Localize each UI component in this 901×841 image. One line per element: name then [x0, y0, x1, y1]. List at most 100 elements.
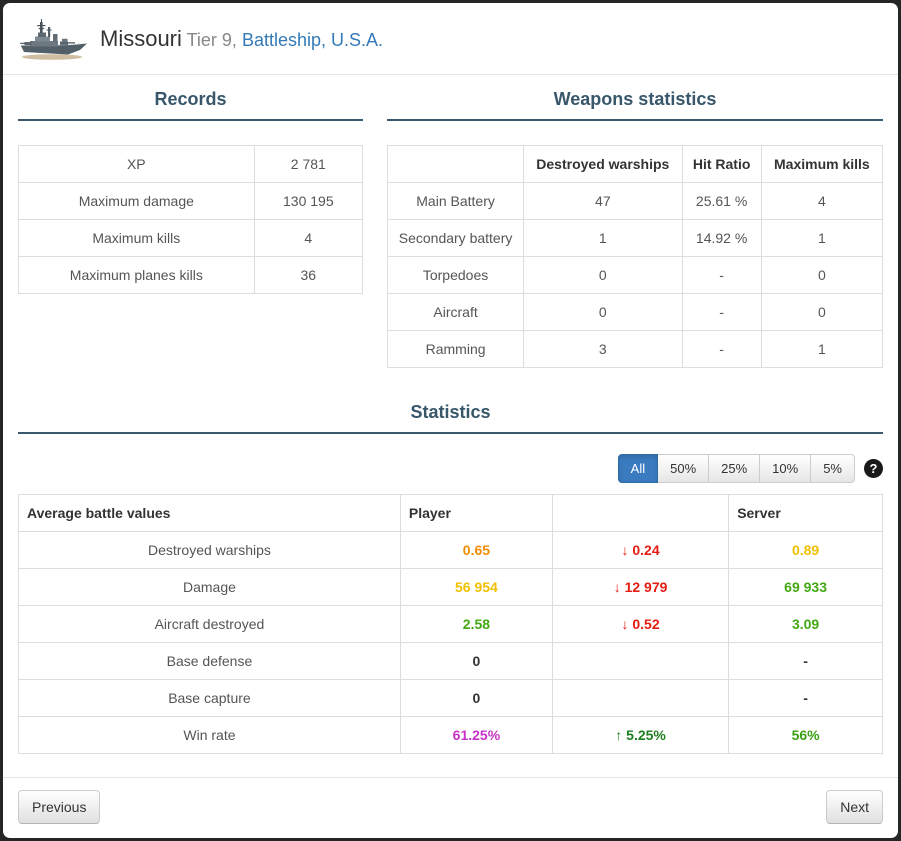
weapon-hit-ratio: 14.92 %: [681, 219, 762, 257]
statistics-title: Statistics: [18, 396, 883, 434]
table-row: Secondary battery 1 14.92 % 1: [386, 219, 884, 257]
records-section: Records XP 2 781 Maximum damage 130 195: [18, 83, 364, 368]
stat-label: Aircraft destroyed: [18, 605, 401, 643]
table-header-row: Destroyed warships Hit Ratio Maximum kil…: [386, 145, 884, 183]
statistics-section: Statistics All 50% 25% 10% 5% ?: [18, 396, 883, 754]
server-value: 3.09: [728, 605, 883, 643]
server-value: -: [728, 642, 883, 680]
ship-nation-link[interactable]: U.S.A.: [331, 29, 384, 50]
table-row: Torpedoes 0 - 0: [386, 256, 884, 294]
ship-stats-modal: Missouri Tier 9, Battleship, U.S.A. Reco…: [3, 3, 898, 838]
weapon-hit-ratio: -: [681, 330, 762, 368]
battles-filter-group: All 50% 25% 10% 5%: [617, 454, 855, 483]
filter-all-button[interactable]: All: [617, 454, 659, 483]
stats-col-server: Server: [728, 494, 883, 532]
modal-body: Records XP 2 781 Maximum damage 130 195: [3, 75, 898, 777]
weapon-label: Ramming: [386, 330, 525, 368]
battles-filter-row: All 50% 25% 10% 5% ?: [18, 453, 883, 484]
player-value: 56 954: [399, 568, 553, 606]
record-label: Maximum planes kills: [18, 256, 255, 294]
weapon-destroyed: 3: [523, 330, 683, 368]
weapon-destroyed: 1: [523, 219, 683, 257]
table-row: Base defense 0 -: [18, 642, 883, 680]
diff-value: ↓ 0.52: [551, 605, 730, 643]
weapon-destroyed: 0: [523, 293, 683, 331]
player-value: 0: [399, 642, 553, 680]
table-row: Main Battery 47 25.61 % 4: [386, 182, 884, 220]
ship-name: Missouri: [100, 25, 182, 51]
weapon-label: Aircraft: [386, 293, 525, 331]
records-title: Records: [18, 83, 363, 121]
modal-header: Missouri Tier 9, Battleship, U.S.A.: [3, 3, 898, 75]
server-value: 69 933: [728, 568, 883, 606]
diff-value: ↑ 5.25%: [551, 716, 730, 754]
record-value: 2 781: [253, 145, 364, 183]
filter-10-button[interactable]: 10%: [759, 454, 812, 483]
weapons-col-empty: [386, 145, 525, 183]
server-value: -: [728, 679, 883, 717]
weapons-col-destroyed: Destroyed warships: [523, 145, 683, 183]
player-value: 2.58: [399, 605, 553, 643]
filter-5-button[interactable]: 5%: [810, 454, 855, 483]
average-battle-values-table: Average battle values Player Server Dest…: [18, 494, 883, 754]
diff-value: [551, 679, 730, 717]
weapon-label: Torpedoes: [386, 256, 525, 294]
player-value: 0: [399, 679, 553, 717]
weapon-max-kills: 0: [760, 256, 884, 294]
server-value: 0.89: [728, 531, 883, 569]
diff-value: ↓ 0.24: [551, 531, 730, 569]
modal-footer: Previous Next: [3, 777, 898, 838]
record-value: 4: [253, 219, 364, 257]
battleship-image-icon: [20, 19, 87, 60]
weapons-table: Destroyed warships Hit Ratio Maximum kil…: [386, 145, 884, 368]
filter-25-button[interactable]: 25%: [708, 454, 761, 483]
weapon-hit-ratio: 25.61 %: [681, 182, 762, 220]
table-row: Win rate 61.25% ↑ 5.25% 56%: [18, 716, 883, 754]
stat-label: Destroyed warships: [18, 531, 401, 569]
record-label: Maximum kills: [18, 219, 255, 257]
table-row: Base capture 0 -: [18, 679, 883, 717]
previous-button[interactable]: Previous: [18, 790, 101, 824]
table-row: Damage 56 954 ↓ 12 979 69 933: [18, 568, 883, 606]
weapon-hit-ratio: -: [681, 293, 762, 331]
stats-col-name: Average battle values: [18, 494, 401, 532]
weapon-max-kills: 0: [760, 293, 884, 331]
player-value: 61.25%: [399, 716, 553, 754]
record-value: 36: [253, 256, 364, 294]
stat-label: Base defense: [18, 642, 401, 680]
weapons-col-max-kills: Maximum kills: [760, 145, 884, 183]
weapons-title: Weapons statistics: [387, 83, 883, 121]
filter-50-button[interactable]: 50%: [657, 454, 710, 483]
table-header-row: Average battle values Player Server: [18, 494, 883, 532]
table-row: Destroyed warships 0.65 ↓ 0.24 0.89: [18, 531, 883, 569]
table-row: Aircraft 0 - 0: [386, 293, 884, 331]
stats-col-diff: [551, 494, 730, 532]
stat-label: Win rate: [18, 716, 401, 754]
ship-type-link[interactable]: Battleship,: [241, 29, 327, 50]
table-row: Maximum kills 4: [18, 219, 364, 257]
table-row: Aircraft destroyed 2.58 ↓ 0.52 3.09: [18, 605, 883, 643]
player-value: 0.65: [399, 531, 553, 569]
record-value: 130 195: [253, 182, 364, 220]
weapon-label: Secondary battery: [386, 219, 525, 257]
help-question-icon[interactable]: ?: [864, 459, 883, 478]
table-row: Maximum planes kills 36: [18, 256, 364, 294]
page-title: Missouri Tier 9, Battleship, U.S.A.: [100, 26, 383, 52]
weapon-destroyed: 0: [523, 256, 683, 294]
record-label: Maximum damage: [18, 182, 255, 220]
diff-value: [551, 642, 730, 680]
record-label: XP: [18, 145, 255, 183]
weapon-max-kills: 1: [760, 219, 884, 257]
weapon-max-kills: 4: [760, 182, 884, 220]
weapon-destroyed: 47: [523, 182, 683, 220]
table-row: XP 2 781: [18, 145, 364, 183]
next-button[interactable]: Next: [826, 790, 883, 824]
ship-tier: Tier 9,: [186, 29, 237, 50]
table-row: Ramming 3 - 1: [386, 330, 884, 368]
server-value: 56%: [728, 716, 883, 754]
weapons-section: Weapons statistics Destroyed warships Hi…: [386, 83, 884, 368]
table-row: Maximum damage 130 195: [18, 182, 364, 220]
records-table: XP 2 781 Maximum damage 130 195 Maximum …: [18, 145, 364, 294]
weapons-col-hit-ratio: Hit Ratio: [681, 145, 762, 183]
